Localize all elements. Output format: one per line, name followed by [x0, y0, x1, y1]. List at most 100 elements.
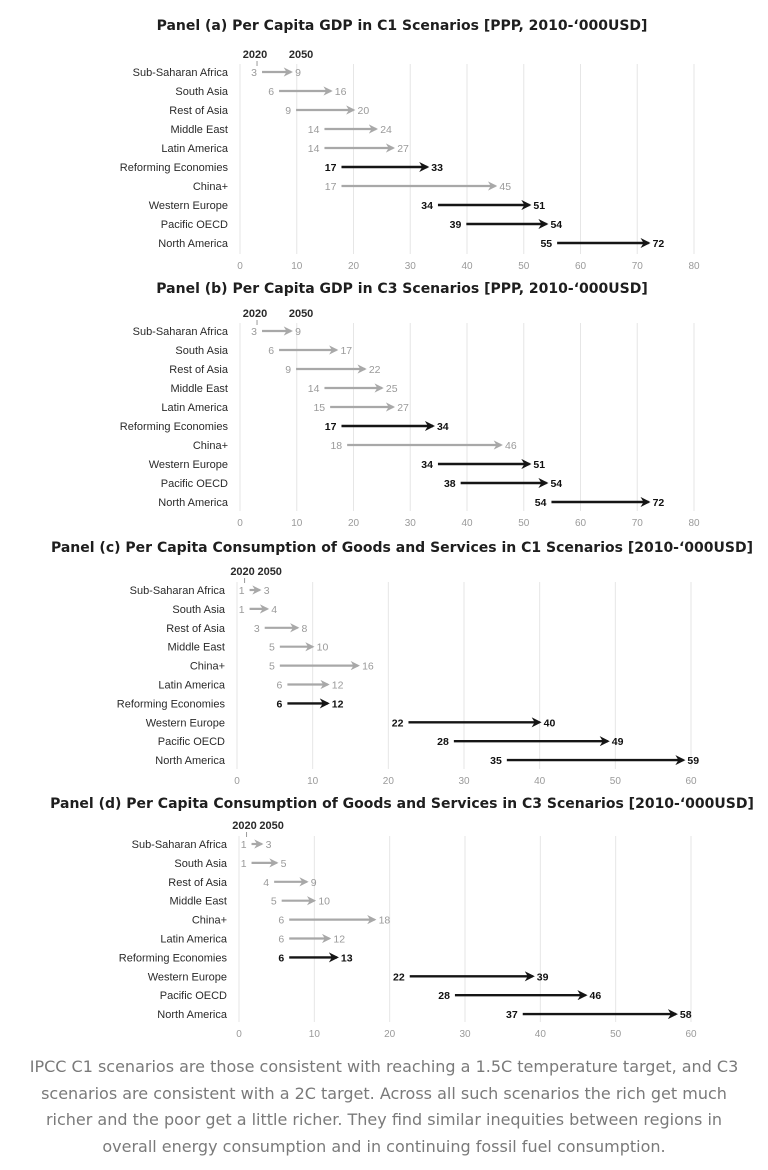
- value-label-2050: 12: [332, 680, 344, 692]
- value-label-2020: 9: [285, 105, 291, 117]
- x-tick-label: 30: [405, 518, 417, 529]
- panel-d-title: Panel (d) Per Capita Consumption of Good…: [50, 796, 754, 812]
- value-label-2050: 54: [550, 219, 562, 231]
- value-label-2050: 58: [680, 1009, 692, 1021]
- category-label: China+: [192, 915, 227, 927]
- panel-b-title: Panel (b) Per Capita GDP in C3 Scenarios…: [156, 281, 647, 297]
- category-label: South Asia: [175, 86, 228, 98]
- panel-a: Panel (a) Per Capita GDP in C1 Scenarios…: [120, 18, 700, 272]
- value-label-2050: 16: [335, 86, 347, 98]
- value-label-2020: 1: [241, 858, 247, 870]
- category-label: Rest of Asia: [169, 105, 229, 117]
- year-start-label: 2020: [243, 308, 267, 320]
- x-tick-label: 20: [348, 518, 360, 529]
- category-label: China+: [193, 181, 228, 193]
- category-label: Pacific OECD: [160, 990, 227, 1002]
- x-tick-label: 10: [291, 261, 303, 272]
- x-tick-label: 50: [518, 518, 530, 529]
- value-label-2020: 3: [251, 326, 257, 338]
- panel-d: Panel (d) Per Capita Consumption of Good…: [50, 796, 754, 1040]
- year-end-label: 2050: [289, 308, 313, 320]
- value-label-2050: 59: [687, 755, 699, 767]
- value-label-2020: 3: [251, 67, 257, 79]
- value-label-2050: 72: [653, 497, 665, 509]
- x-tick-label: 80: [688, 261, 700, 272]
- value-label-2050: 27: [397, 402, 409, 414]
- year-end-label: 2050: [259, 820, 283, 832]
- value-label-2020: 6: [278, 915, 284, 927]
- x-tick-label: 0: [236, 1029, 242, 1040]
- panel-b: Panel (b) Per Capita GDP in C3 Scenarios…: [120, 281, 700, 529]
- value-label-2020: 34: [421, 459, 433, 471]
- x-tick-label: 20: [384, 1029, 396, 1040]
- value-label-2050: 16: [362, 661, 374, 673]
- x-tick-label: 0: [234, 776, 240, 787]
- category-label: Sub-Saharan Africa: [130, 585, 226, 597]
- category-label: Latin America: [160, 934, 228, 946]
- x-tick-label: 50: [610, 1029, 622, 1040]
- category-label: North America: [158, 238, 229, 250]
- value-label-2050: 9: [295, 326, 301, 338]
- category-label: Middle East: [170, 896, 227, 908]
- value-label-2020: 17: [325, 162, 337, 174]
- value-label-2020: 5: [269, 661, 275, 673]
- x-tick-label: 60: [685, 1029, 697, 1040]
- x-tick-label: 60: [575, 261, 587, 272]
- x-tick-label: 10: [307, 776, 319, 787]
- x-tick-label: 80: [688, 518, 700, 529]
- value-label-2050: 12: [332, 698, 344, 710]
- value-label-2020: 14: [308, 383, 320, 395]
- value-label-2050: 10: [317, 642, 329, 654]
- value-label-2050: 51: [533, 459, 545, 471]
- value-label-2050: 34: [437, 421, 449, 433]
- value-label-2020: 6: [277, 680, 283, 692]
- x-tick-label: 40: [535, 1029, 547, 1040]
- x-tick-label: 30: [458, 776, 470, 787]
- year-start-label: 2020: [230, 566, 254, 578]
- category-label: Sub-Saharan Africa: [133, 67, 229, 79]
- value-label-2020: 1: [241, 839, 247, 851]
- value-label-2020: 6: [277, 698, 283, 710]
- x-tick-label: 50: [518, 261, 530, 272]
- value-label-2020: 6: [278, 952, 284, 964]
- value-label-2050: 20: [358, 105, 370, 117]
- value-label-2020: 37: [506, 1009, 518, 1021]
- value-label-2050: 40: [544, 717, 556, 729]
- x-tick-label: 0: [237, 518, 243, 529]
- x-tick-label: 50: [610, 776, 622, 787]
- value-label-2020: 15: [313, 402, 325, 414]
- year-end-label: 2050: [289, 49, 313, 61]
- value-label-2020: 14: [308, 143, 320, 155]
- value-label-2020: 55: [540, 238, 552, 250]
- value-label-2020: 9: [285, 364, 291, 376]
- value-label-2020: 6: [268, 345, 274, 357]
- x-tick-label: 60: [575, 518, 587, 529]
- value-label-2050: 3: [266, 839, 272, 851]
- category-label: China+: [193, 440, 228, 452]
- value-label-2020: 1: [239, 604, 245, 616]
- value-label-2050: 46: [590, 990, 602, 1002]
- value-label-2050: 5: [281, 858, 287, 870]
- value-label-2020: 14: [308, 124, 320, 136]
- x-tick-label: 0: [237, 261, 243, 272]
- x-tick-label: 20: [348, 261, 360, 272]
- category-label: Middle East: [171, 383, 228, 395]
- category-label: Sub-Saharan Africa: [133, 326, 229, 338]
- value-label-2020: 35: [490, 755, 502, 767]
- category-label: South Asia: [172, 604, 225, 616]
- x-tick-label: 40: [461, 261, 473, 272]
- value-label-2020: 17: [325, 421, 337, 433]
- category-label: Reforming Economies: [117, 698, 226, 710]
- value-label-2050: 24: [380, 124, 392, 136]
- category-label: Pacific OECD: [158, 736, 225, 748]
- value-label-2020: 54: [535, 497, 547, 509]
- x-tick-label: 30: [459, 1029, 471, 1040]
- category-label: Middle East: [168, 642, 225, 654]
- figure-caption: IPCC C1 scenarios are those consistent w…: [29, 1057, 739, 1156]
- category-label: North America: [157, 1009, 228, 1021]
- x-tick-label: 10: [309, 1029, 321, 1040]
- x-tick-label: 40: [534, 776, 546, 787]
- value-label-2050: 27: [397, 143, 409, 155]
- value-label-2050: 13: [341, 952, 353, 964]
- value-label-2050: 22: [369, 364, 381, 376]
